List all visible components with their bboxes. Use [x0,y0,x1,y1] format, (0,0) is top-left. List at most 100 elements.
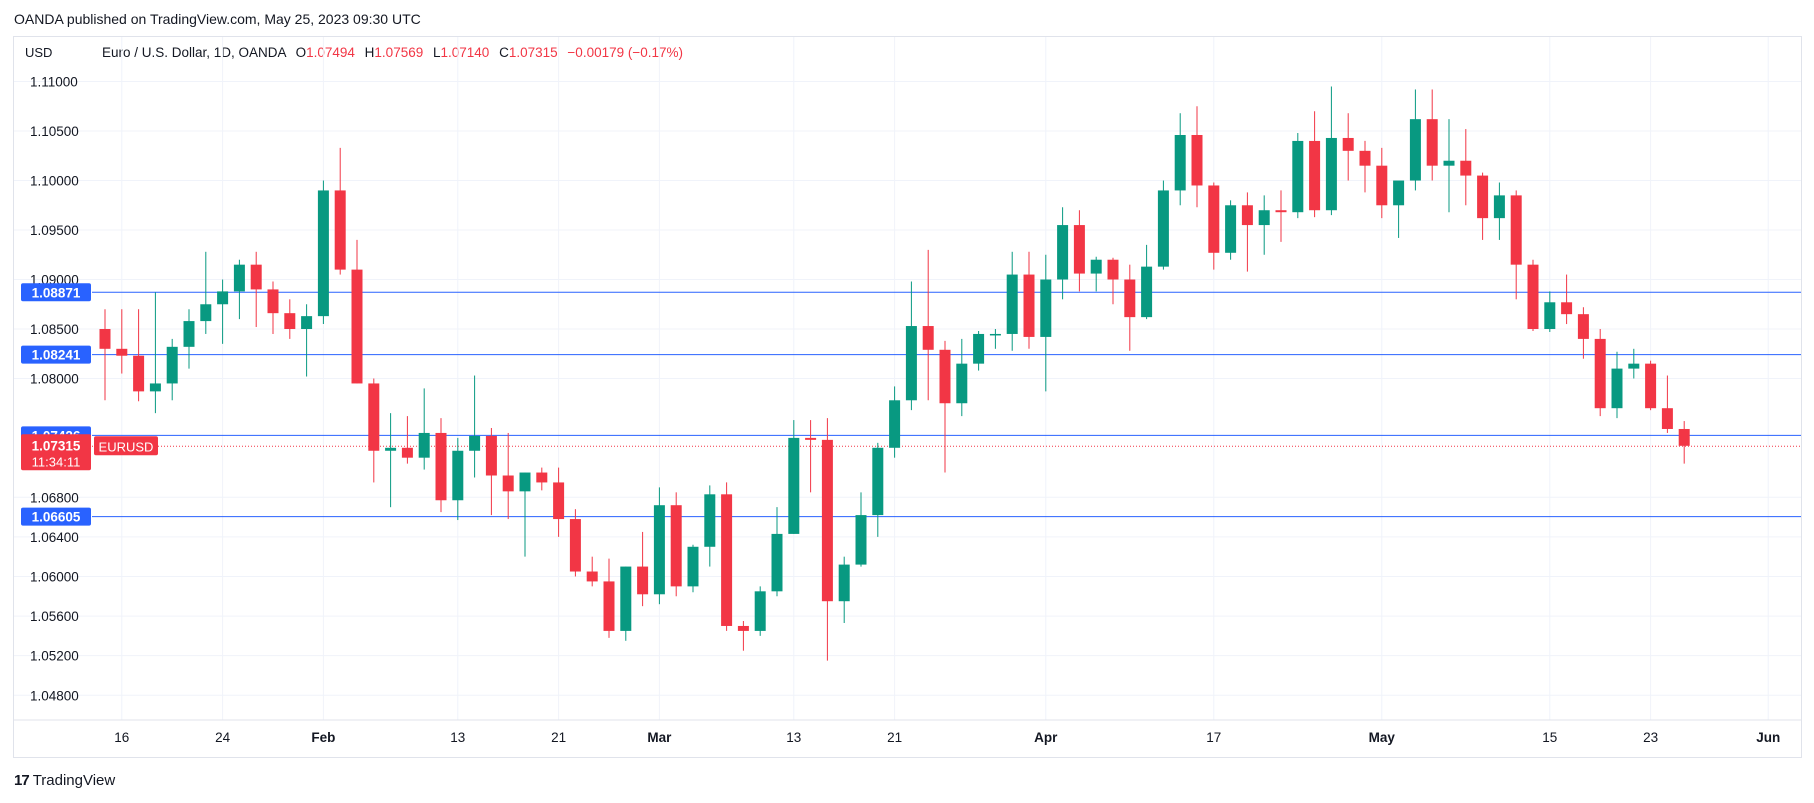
symbol-description[interactable]: Euro / U.S. Dollar, 1D, OANDA [102,45,286,60]
candle[interactable] [452,437,464,521]
candle[interactable] [838,556,850,623]
candle[interactable] [1628,348,1640,379]
candle[interactable] [267,281,279,334]
candle[interactable] [855,492,867,567]
tradingview-logo[interactable]: 17 TradingView [14,772,115,789]
candle[interactable] [603,558,615,638]
candle[interactable] [435,418,447,513]
candle[interactable] [99,309,111,401]
candle[interactable] [1611,351,1623,419]
candle[interactable] [284,299,296,339]
candle[interactable] [1191,106,1203,208]
candle[interactable] [385,413,397,508]
candle[interactable] [301,304,313,377]
candle[interactable] [1426,89,1438,181]
candle[interactable] [519,472,531,557]
candle[interactable] [401,416,413,464]
candle[interactable] [1376,147,1388,219]
candle[interactable] [1409,89,1421,191]
candle[interactable] [754,586,766,636]
candle-body [1191,134,1203,186]
candle[interactable] [502,432,514,520]
candle[interactable] [1460,129,1472,206]
candle[interactable] [1107,257,1119,305]
candle[interactable] [1661,375,1673,433]
candle[interactable] [569,509,581,577]
candle[interactable] [1359,140,1371,193]
candle[interactable] [956,338,968,417]
candle[interactable] [1645,360,1657,411]
candle[interactable] [233,259,245,320]
candle[interactable] [1393,180,1405,238]
candle[interactable] [166,338,178,401]
candle[interactable] [939,340,951,473]
candle[interactable] [250,251,262,328]
candle[interactable] [351,239,363,384]
candle[interactable] [788,420,800,534]
candle[interactable] [1141,244,1153,320]
candle[interactable] [905,281,917,411]
candle[interactable] [116,309,128,374]
candle[interactable] [989,329,1001,349]
candle[interactable] [149,292,161,414]
candle[interactable] [637,531,649,607]
candle[interactable] [1057,207,1069,300]
candle[interactable] [1073,210,1085,292]
candle[interactable] [687,544,699,593]
candle[interactable] [670,492,682,597]
candle[interactable] [485,427,497,516]
candle[interactable] [1309,111,1321,218]
candle[interactable] [1594,329,1606,417]
candle[interactable] [1510,190,1522,300]
candle[interactable] [1443,119,1455,213]
candle[interactable] [1493,182,1505,240]
candle[interactable] [1040,254,1052,392]
candle[interactable] [721,482,733,631]
candle-body [653,505,665,595]
candle[interactable] [317,180,329,325]
candle[interactable] [368,378,380,483]
candle[interactable] [653,487,665,605]
candle[interactable] [1544,291,1556,332]
candle[interactable] [1325,86,1337,216]
candle[interactable] [1174,113,1186,206]
candle[interactable] [821,418,833,661]
candle[interactable] [872,442,884,537]
candle[interactable] [1208,182,1220,270]
candle[interactable] [1527,259,1539,331]
candle[interactable] [1006,251,1018,351]
candle[interactable] [536,467,548,491]
candle[interactable] [418,388,430,470]
candle[interactable] [1678,421,1690,464]
candle[interactable] [805,420,817,493]
candle[interactable] [1577,307,1589,359]
candle[interactable] [200,251,212,334]
candle[interactable] [704,485,716,567]
candle[interactable] [737,621,749,651]
candle[interactable] [183,309,195,369]
candle[interactable] [1023,251,1035,349]
candle[interactable] [469,375,481,478]
candle[interactable] [1090,256,1102,292]
candle[interactable] [586,556,598,587]
candle[interactable] [1124,264,1136,351]
candle[interactable] [1292,133,1304,219]
candle[interactable] [1258,195,1270,255]
candle[interactable] [1241,192,1253,272]
candle[interactable] [973,330,985,371]
candle[interactable] [334,147,346,275]
candle[interactable] [1225,200,1237,260]
candle[interactable] [553,467,565,537]
candle[interactable] [1342,113,1354,181]
candle[interactable] [922,249,934,401]
candle[interactable] [620,566,632,641]
candle[interactable] [1561,274,1573,325]
candle[interactable] [133,309,145,402]
candle[interactable] [889,386,901,458]
candle[interactable] [1477,172,1489,240]
candle[interactable] [217,279,229,344]
candle[interactable] [771,507,783,597]
candle[interactable] [1275,190,1287,242]
candle[interactable] [1157,180,1169,270]
